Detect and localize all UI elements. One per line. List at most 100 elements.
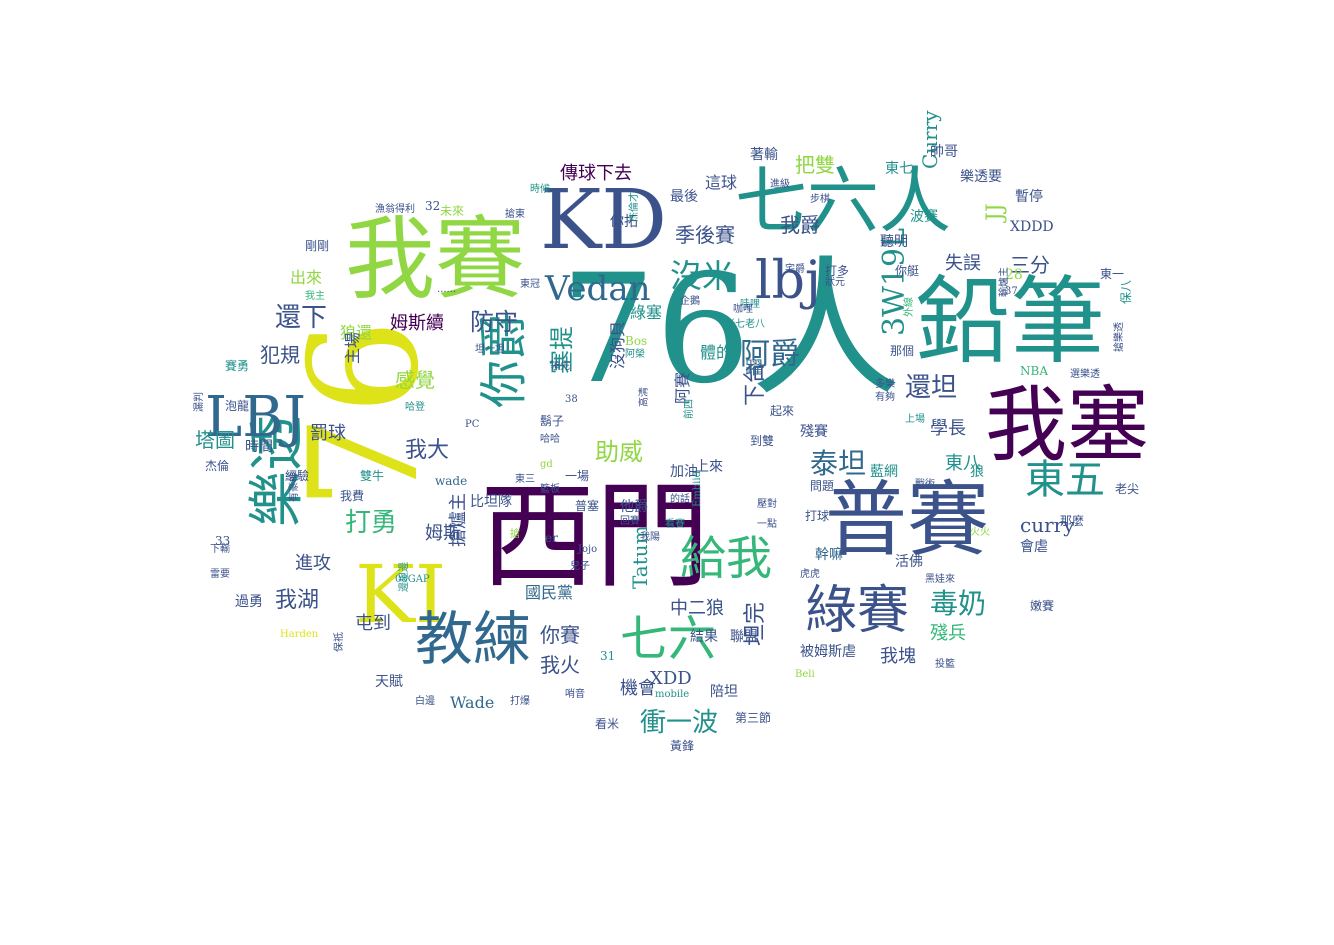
word-cloud-word: 鬍子 <box>540 414 565 428</box>
word-cloud-word: 姆斯續 <box>390 313 444 334</box>
word-cloud-word: 黃鋒 <box>670 739 695 753</box>
word-cloud-word: 主場 <box>343 332 362 365</box>
word-cloud-word: 打爆 <box>510 696 530 707</box>
word-cloud-word: 上來 <box>695 459 723 475</box>
word-cloud-word: 選樂透 <box>1070 369 1100 380</box>
word-cloud-word: 你賽 <box>540 623 580 647</box>
word-cloud-word: 塔圖 <box>195 428 235 452</box>
word-cloud-word: 我大 <box>405 438 450 463</box>
word-cloud-word: 籃板 <box>540 484 560 495</box>
word-cloud-word: 體的 <box>700 343 733 362</box>
word-cloud-word: 38 <box>565 394 578 405</box>
word-cloud-word: 中二狼 <box>670 598 724 619</box>
word-cloud-word: XDDD <box>1010 219 1054 235</box>
word-cloud-word: 黑娃來 <box>925 574 955 585</box>
word-cloud-word: 杰倫 <box>205 459 230 473</box>
word-cloud-word: 剛剛 <box>305 239 330 253</box>
word-cloud-word: 東三 <box>515 474 535 485</box>
word-cloud-word: 搶樂透 <box>1114 322 1125 352</box>
word-cloud-word: 七六 <box>620 611 717 667</box>
word-cloud-word: 一場 <box>565 469 590 483</box>
word-cloud-word: 結果 <box>690 629 718 645</box>
word-cloud-word: 波賽 <box>910 209 938 225</box>
word-cloud-word: 37 <box>1005 286 1018 297</box>
word-cloud-word: 我主 <box>305 291 325 302</box>
word-cloud-word: 機會 <box>620 678 656 699</box>
word-cloud-word: 76人 <box>560 243 901 417</box>
word-cloud-word: 你拓 <box>610 214 638 230</box>
word-cloud-word: 帥哥 <box>930 144 958 160</box>
word-cloud-word: 問題 <box>810 479 835 493</box>
word-cloud-word: 幹嘛 <box>815 547 843 563</box>
word-cloud-word: Wade <box>450 693 495 712</box>
word-cloud-word: 西門 <box>480 470 711 604</box>
word-cloud-word: 給我 <box>680 531 772 585</box>
word-cloud-word: 季後賽 <box>675 223 735 247</box>
word-cloud-word: 國民黨 <box>525 583 574 602</box>
word-cloud-word: 打多 <box>825 264 850 278</box>
word-cloud-word: 最後 <box>670 189 698 205</box>
word-cloud-word: 時候 <box>530 184 550 195</box>
word-cloud-word: 高清 <box>639 387 650 407</box>
word-cloud-word: 31 <box>600 649 616 663</box>
word-cloud-word: 東七 <box>885 161 913 177</box>
word-cloud-word: 老七老八 <box>725 319 765 330</box>
word-cloud-word: 暫停 <box>1015 189 1043 205</box>
word-cloud-word: 未來 <box>440 204 465 218</box>
word-cloud-word: 雷要 <box>210 569 230 580</box>
word-cloud-word: 還坦 <box>905 373 958 403</box>
word-cloud-word: 三分 <box>1010 253 1050 277</box>
word-cloud-word: 狼還 <box>340 323 373 342</box>
word-cloud-word: 搶爐主 <box>448 492 469 547</box>
word-cloud-word: curry <box>1020 513 1075 537</box>
word-cloud-word: 阿爵 <box>740 337 800 372</box>
word-cloud-word: 我湖 <box>275 588 320 613</box>
word-cloud-word: 08GAP <box>395 574 430 585</box>
word-cloud-word: 那個 <box>890 344 915 358</box>
word-cloud-word: 加油 <box>670 464 698 480</box>
word-cloud-word: NBA <box>1020 364 1048 378</box>
word-cloud-word: lbj <box>755 251 822 311</box>
word-cloud-word: 哈登 <box>405 402 425 413</box>
word-cloud-word: 鉛筆 <box>915 267 1106 377</box>
word-cloud-word: ...... <box>437 284 457 295</box>
word-cloud-word: 一點 <box>757 519 777 530</box>
word-cloud-word: 進級 <box>770 179 790 190</box>
word-cloud-word: 的話 <box>670 494 690 505</box>
word-cloud-word: 那麼 <box>1060 514 1085 528</box>
word-cloud-word: Harden <box>280 629 319 640</box>
word-cloud-word: 殘賽 <box>800 424 828 440</box>
word-cloud-word: Vedan <box>545 269 651 309</box>
word-cloud-word: 阿榮 <box>625 349 645 360</box>
word-cloud-word: 漏判 <box>194 392 205 412</box>
word-cloud-word: 七六人 <box>735 159 952 243</box>
word-cloud-word: 坦一坦 <box>475 344 505 355</box>
word-cloud-word: 活佛 <box>895 554 923 570</box>
word-cloud-word: 哇哩 <box>740 299 760 310</box>
word-cloud-word: 殘兵 <box>930 623 966 644</box>
word-cloud-word: 姆斯 <box>425 523 461 544</box>
word-cloud-word: 看賽 <box>665 519 685 530</box>
word-cloud-word: wade <box>435 474 468 488</box>
word-cloud-word: Curry <box>918 110 942 169</box>
word-cloud-word: 這球 <box>705 173 738 192</box>
word-cloud-word: 有夠 <box>875 392 895 403</box>
word-cloud-word: Bos <box>625 334 648 348</box>
word-cloud-word: mobile <box>655 689 690 700</box>
word-cloud-word: 經驗 <box>285 469 310 483</box>
word-cloud-word: 衝一波 <box>640 708 719 738</box>
word-cloud-word: 傳球下去 <box>560 163 632 184</box>
word-cloud-word: 被姆斯虐 <box>800 644 856 660</box>
word-cloud-word: 嫩賽 <box>1030 599 1055 613</box>
word-cloud-word: 聯盟 <box>730 629 758 645</box>
word-cloud-word: Beli <box>795 669 815 680</box>
word-cloud-word: 多樂 <box>875 379 895 390</box>
word-cloud-word: 綠塞 <box>630 303 663 322</box>
word-cloud-word: 東一 <box>1100 267 1125 281</box>
word-cloud-word: 賽勇 <box>225 359 250 373</box>
word-cloud-word: 普塞 <box>575 499 600 513</box>
word-cloud-word: 教練 <box>415 605 532 673</box>
word-cloud-word: 我火 <box>540 653 580 677</box>
word-cloud-word: 助威 <box>595 438 643 466</box>
word-cloud-word: 我爵 <box>780 213 820 237</box>
